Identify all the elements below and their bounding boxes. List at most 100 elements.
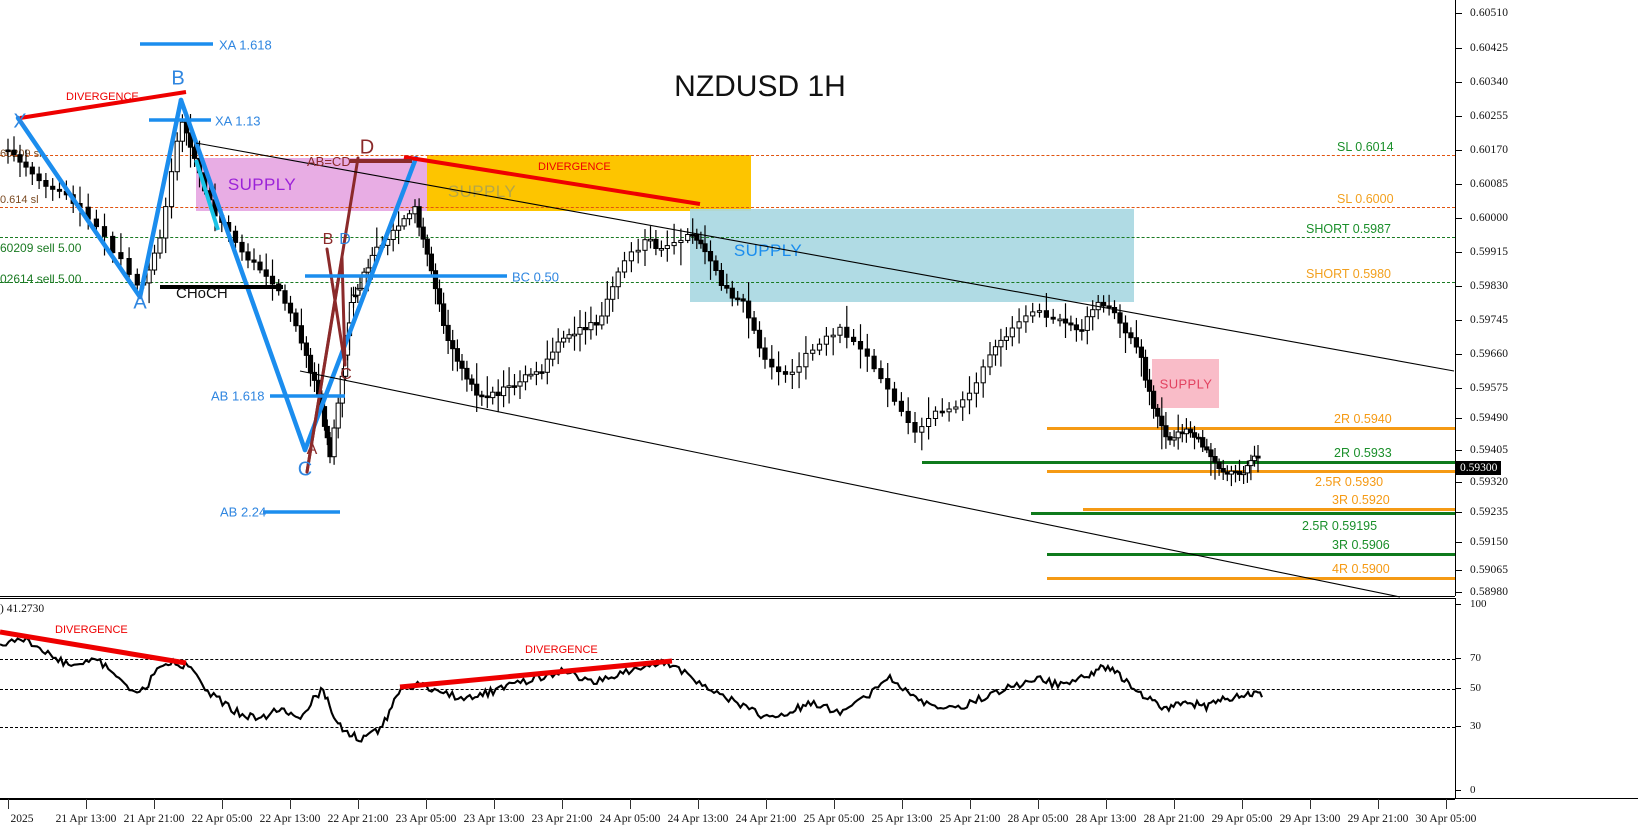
price-tick-2: 0.60340	[1470, 76, 1509, 88]
oscillator-panel[interactable]: ) 41.2730 DIVERGENCE DIVERGENCE	[0, 598, 1455, 800]
level-label-short-5980: SHORT 0.5980	[1306, 267, 1392, 281]
time-tick-sep	[1242, 799, 1243, 809]
point-a-red: A	[306, 441, 318, 458]
drawings-overlay	[15, 42, 1455, 598]
time-tick-label-9: 24 Apr 05:00	[599, 813, 661, 825]
time-axis[interactable]: 2025 21 Apr 13:00 21 Apr 21:00 22 Apr 05:00…	[0, 798, 1638, 837]
time-tick-sep	[834, 799, 835, 809]
candlestick-series	[5, 111, 1261, 487]
price-tick-7: 0.59915	[1470, 246, 1509, 258]
time-tick-sep	[154, 799, 155, 809]
order-label-sell-60209: 60209 sell 5.00	[0, 241, 82, 255]
osc-tick-70: 70	[1470, 652, 1481, 664]
time-tick-sep	[562, 799, 563, 809]
page-title: NZDUSD 1H	[674, 70, 846, 103]
price-tick-0: 0.60510	[1470, 7, 1509, 19]
time-tick-label-21: 30 Apr 05:00	[1415, 813, 1477, 825]
time-tick-sep	[698, 799, 699, 809]
level-line-sl-6000	[0, 207, 1455, 208]
leg-x-a	[15, 115, 143, 300]
oscillator-level-50	[0, 689, 1455, 690]
time-tick-sep	[1310, 799, 1311, 809]
time-tick-label-1: 21 Apr 13:00	[55, 813, 117, 825]
fib-label-bc-050: BC 0.50	[512, 269, 559, 285]
divergence-line-2	[403, 155, 701, 206]
time-tick-label-7: 23 Apr 13:00	[463, 813, 525, 825]
time-tick-label-8: 23 Apr 21:00	[531, 813, 593, 825]
leg-b-c	[178, 97, 308, 453]
time-tick-sep	[630, 799, 631, 809]
price-tick-15: 0.59235	[1470, 506, 1509, 518]
time-tick-sep	[1174, 799, 1175, 809]
price-tick-5: 0.60085	[1470, 178, 1509, 190]
level-line-3r-5920	[1083, 508, 1455, 511]
time-tick-sep	[902, 799, 903, 809]
time-tick-label-3: 22 Apr 05:00	[191, 813, 253, 825]
price-chart-panel[interactable]: SUPPLY SUPPLY SUPPLY SUPPLY SL 0.6014 SL…	[0, 0, 1455, 598]
level-line-2p5r-59195	[1031, 512, 1455, 515]
supply-zone-pink	[1152, 359, 1219, 408]
level-label-sl-6000: SL 0.6000	[1337, 192, 1394, 206]
point-b-red: B	[322, 231, 334, 248]
level-label-2p5r-59195: 2.5R 0.59195	[1302, 519, 1378, 533]
time-tick-label-2: 21 Apr 21:00	[123, 813, 185, 825]
trendline-upper	[195, 142, 1455, 372]
order-label-sell-02614: 02614 sell 5.00	[0, 272, 82, 286]
time-tick-label-15: 28 Apr 05:00	[1007, 813, 1069, 825]
level-label-sl-6014: SL 0.6014	[1337, 140, 1394, 154]
osc-tick-100: 100	[1470, 598, 1487, 610]
oscillator-value-label: ) 41.2730	[0, 603, 45, 615]
fib-label-ab-1618: AB 1.618	[211, 388, 265, 404]
fib-label-xa-1618: XA 1.618	[219, 37, 272, 53]
oscillator-level-70	[0, 659, 1455, 660]
osc-divergence-line-2	[399, 658, 673, 690]
order-label-sl-0614: 0.614 sl	[0, 194, 39, 206]
price-tick-1: 0.60425	[1470, 42, 1509, 54]
time-tick-sep	[1446, 799, 1447, 809]
oscillator-series	[0, 629, 1263, 743]
level-label-2r-5933: 2R 0.5933	[1334, 446, 1392, 460]
point-c-blue: C	[297, 458, 313, 481]
level-label-4r-5900: 4R 0.5900	[1332, 562, 1390, 576]
supply-zone-cyan-label: SUPPLY	[733, 241, 803, 260]
level-line-sl-6014	[0, 155, 1455, 156]
time-tick-label-0: 2025	[10, 813, 34, 825]
time-tick-label-10: 24 Apr 13:00	[667, 813, 729, 825]
choch-label: CHoCH	[176, 285, 228, 302]
leg-a-b	[137, 97, 184, 300]
time-tick-label-11: 24 Apr 21:00	[735, 813, 797, 825]
point-d-red: D	[339, 231, 351, 248]
divergence-label-2: DIVERGENCE	[538, 161, 611, 173]
time-tick-sep	[86, 799, 87, 809]
price-tick-4: 0.60170	[1470, 144, 1509, 156]
supply-zone-yellow-label: SUPPLY	[447, 182, 517, 201]
oscillator-axis[interactable]: 100 70 50 30 0	[1455, 598, 1638, 798]
price-tick-14: 0.59320	[1470, 476, 1509, 488]
level-label-2p5r-5930: 2.5R 0.5930	[1315, 475, 1384, 489]
point-x: X	[13, 110, 27, 133]
supply-zone-purple-label: SUPPLY	[227, 175, 297, 194]
point-c-red: C	[340, 366, 352, 383]
time-tick-label-4: 22 Apr 13:00	[259, 813, 321, 825]
time-tick-label-5: 22 Apr 21:00	[327, 813, 389, 825]
price-tick-13: 0.59405	[1470, 444, 1509, 456]
time-tick-sep	[1106, 799, 1107, 809]
time-tick-label-12: 25 Apr 05:00	[803, 813, 865, 825]
level-label-short-5987: SHORT 0.5987	[1306, 222, 1392, 236]
time-tick-sep	[358, 799, 359, 809]
time-tick-sep	[494, 799, 495, 809]
osc-tick-30: 30	[1470, 720, 1481, 732]
supply-zone-cyan	[690, 209, 1134, 302]
price-tick-17: 0.59065	[1470, 564, 1509, 576]
level-label-3r-5920: 3R 0.5920	[1332, 493, 1390, 507]
current-price-tag: 0.59300	[1456, 461, 1502, 475]
divergence-line-1	[19, 90, 187, 120]
time-tick-label-19: 29 Apr 13:00	[1279, 813, 1341, 825]
supply-zone-purple	[196, 158, 436, 211]
price-tick-3: 0.60255	[1470, 110, 1509, 122]
point-d-blue: D	[359, 136, 375, 159]
price-axis[interactable]: 0.60510 0.60425 0.60340 0.60255 0.60170 …	[1455, 0, 1638, 598]
price-tick-6: 0.60000	[1470, 212, 1509, 224]
time-tick-label-17: 28 Apr 21:00	[1143, 813, 1205, 825]
